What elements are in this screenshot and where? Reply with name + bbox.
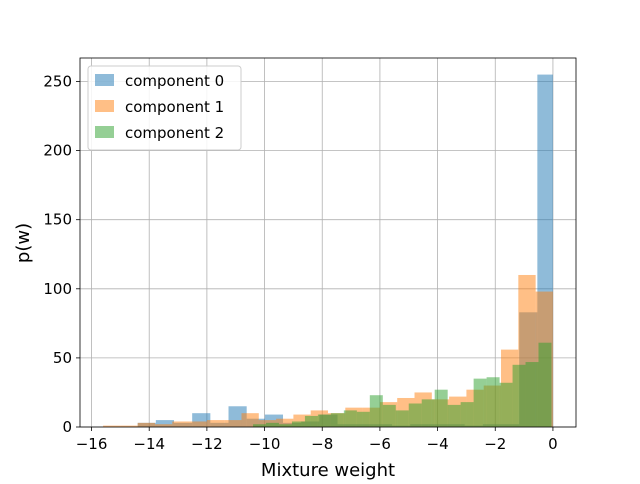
legend-swatch — [95, 100, 114, 112]
bar — [103, 425, 121, 427]
series-2 — [253, 342, 552, 427]
bar — [538, 342, 552, 427]
x-tick-label: −10 — [249, 435, 281, 453]
legend-swatch — [95, 126, 114, 138]
bar — [395, 410, 409, 427]
y-tick-label: 0 — [62, 418, 72, 436]
bar — [382, 404, 396, 427]
grid — [80, 58, 576, 428]
y-axis-label: p(w) — [13, 223, 34, 263]
x-tick-label: −6 — [369, 435, 391, 453]
y-tick-label: 250 — [43, 72, 72, 90]
bar — [460, 402, 474, 427]
y-tick-label: 200 — [43, 142, 72, 160]
legend: component 0 component 1 component 2 — [87, 65, 242, 151]
bar — [408, 403, 422, 427]
y-tick-label: 150 — [43, 211, 72, 229]
x-tick-label: −16 — [76, 435, 108, 453]
bar — [434, 389, 448, 427]
y-tick-label: 100 — [43, 280, 72, 298]
histogram-bars — [103, 74, 553, 428]
x-tick-label: −14 — [133, 435, 165, 453]
bar — [512, 364, 526, 427]
legend-label: component 1 — [125, 98, 224, 116]
bar — [317, 414, 331, 427]
x-tick-label: −8 — [311, 435, 333, 453]
legend-label: component 2 — [125, 124, 224, 142]
bar — [120, 425, 138, 427]
bar — [291, 421, 305, 427]
bar — [137, 422, 155, 427]
bar — [253, 424, 266, 427]
bar — [278, 424, 292, 427]
bar — [155, 420, 175, 427]
bar — [486, 377, 500, 427]
bar — [189, 421, 207, 427]
legend-box — [87, 65, 242, 151]
legend-label: component 0 — [125, 72, 224, 90]
legend-swatch — [95, 74, 114, 86]
x-tick-label: −4 — [427, 435, 449, 453]
bar — [276, 418, 294, 427]
bar — [172, 421, 190, 427]
bar — [304, 415, 318, 427]
axes: −16 −14 −12 −10 −8 −6 −4 −2 0 0 50 100 150 200 250 — [43, 57, 577, 453]
x-tick-label: −12 — [191, 435, 223, 453]
bar — [356, 411, 370, 427]
bar — [525, 362, 539, 427]
bar — [447, 404, 461, 427]
bar — [154, 424, 173, 427]
bar — [206, 420, 225, 427]
bar — [473, 378, 487, 427]
x-tick-label: −2 — [484, 435, 506, 453]
bar — [369, 395, 383, 427]
bar — [330, 413, 344, 427]
plot-frame — [79, 57, 577, 428]
x-axis-label: Mixture weight — [261, 460, 395, 480]
bar — [266, 422, 279, 427]
bar — [499, 382, 513, 427]
bar — [343, 410, 357, 427]
bar — [421, 399, 435, 427]
bar — [224, 420, 242, 427]
y-tick-label: 50 — [53, 349, 72, 367]
bar — [241, 413, 259, 427]
x-tick-label: 0 — [548, 435, 558, 453]
